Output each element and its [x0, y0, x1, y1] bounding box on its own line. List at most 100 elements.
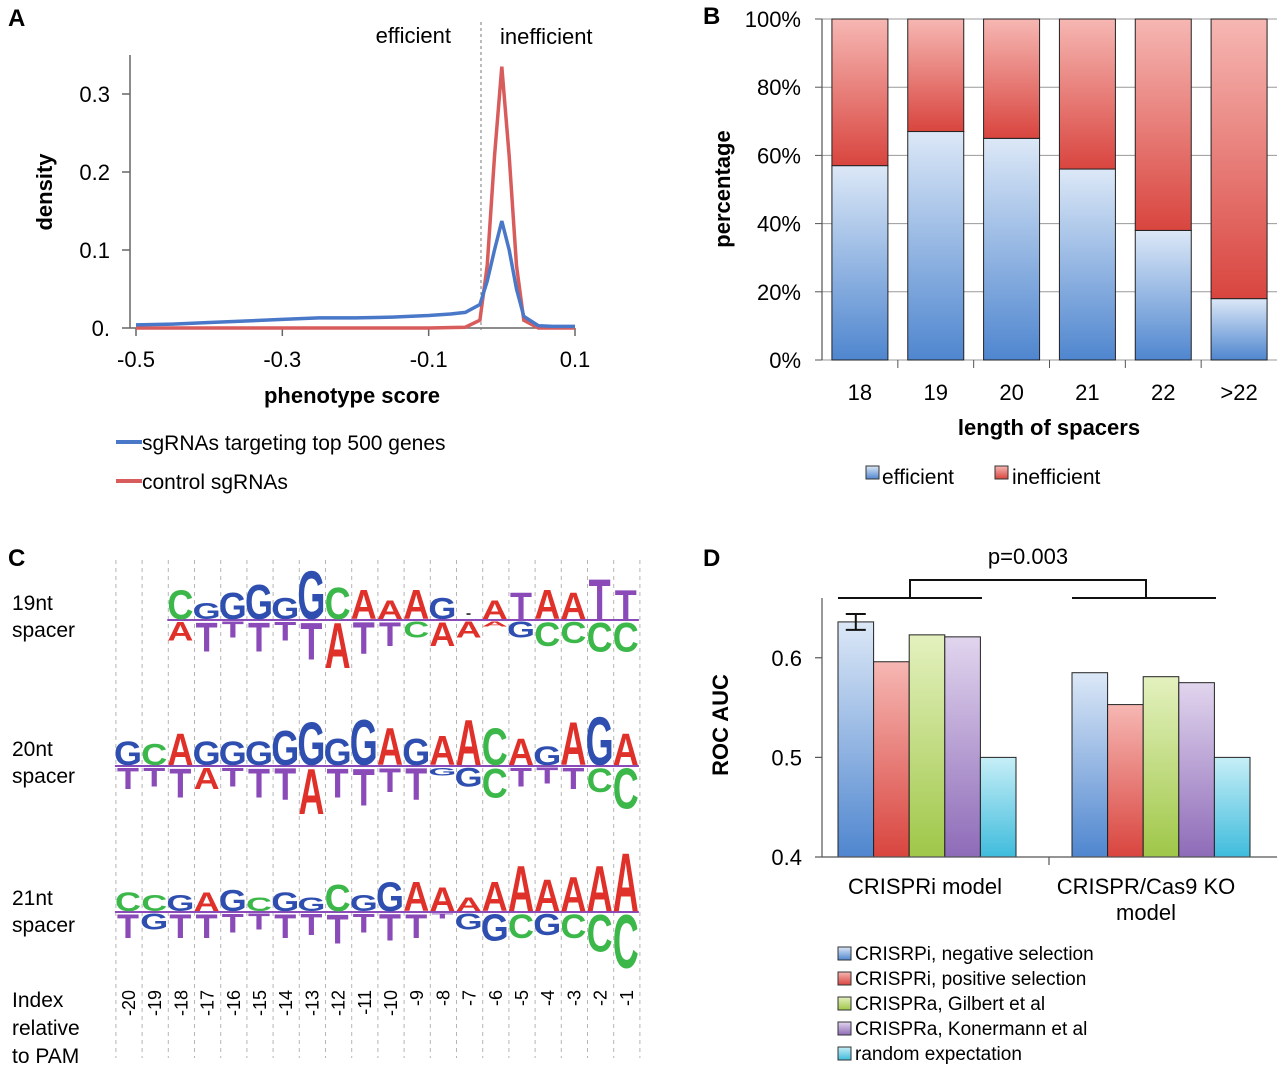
logo-letter-up: G [245, 576, 273, 631]
logo-letter-up: A [587, 854, 613, 926]
logo-letter-up: A [351, 583, 377, 629]
logo-letter-down: A [298, 757, 324, 829]
series-line-control [136, 66, 575, 330]
logo-letter-down: T [379, 616, 402, 654]
logo-letter-down: C [403, 618, 429, 643]
legend-label: CRISRPi, negative selection [855, 944, 1094, 965]
bar-inefficient [831, 18, 889, 167]
logo-letter-up: C [325, 578, 351, 629]
logo-letter-up: C [141, 891, 167, 916]
logo-letter-up: A [167, 724, 193, 775]
logo-letter-up: A [403, 875, 429, 921]
logo-letter-up: G [376, 875, 404, 921]
logo-letter-down: A [429, 616, 455, 654]
panel-a-density-plot: -0.5 -0.3 -0.1 0.1 0. 0.1 0.2 0.3 efficient ine… [32, 22, 593, 494]
logo-letter-up: G [297, 894, 325, 915]
logo-letter-down: T [562, 763, 584, 797]
x-tick-label: >22 [1220, 380, 1257, 405]
row-label-20nt-spacer: spacer [12, 765, 75, 788]
index-label-line3: to PAM [12, 1045, 79, 1068]
index-tick-label: -15 [250, 990, 270, 1016]
logo-letter-up: A [560, 868, 586, 923]
index-tick-label: -9 [407, 990, 427, 1006]
logo-letter-up: G [219, 584, 247, 627]
x-tick-label: 22 [1151, 380, 1175, 405]
legend-label: CRISPRi, positive selection [855, 969, 1086, 990]
index-label-line2: relative [12, 1017, 80, 1040]
legend-swatch [837, 996, 852, 1011]
bar-efficient [983, 137, 1041, 361]
y-tick-label: 0.4 [771, 845, 802, 870]
logo-letter-down: C [560, 617, 586, 651]
index-tick-label: -8 [433, 990, 453, 1006]
logo-letter-down: T [248, 761, 270, 807]
logo-letter-down: T [117, 763, 139, 797]
bar-1 [873, 661, 910, 858]
index-tick-label: -4 [538, 990, 558, 1006]
logo-letter-down: G [455, 910, 483, 935]
legend-swatch [837, 1046, 852, 1061]
logo-letter-down: T [248, 910, 271, 935]
y-tick-label: 80% [757, 75, 801, 100]
y-tick-label: 100% [745, 7, 801, 32]
x-tick-label: 20 [999, 380, 1023, 405]
logo-letter-up: A [429, 881, 455, 919]
logo-letter-down: A [456, 618, 482, 643]
logo-letter-up: A [613, 724, 639, 775]
legend-label-control: control sgRNAs [142, 471, 288, 494]
logo-letter-down: T [536, 764, 559, 789]
legend-label: CRISPRa, Gilbert et al [855, 994, 1045, 1015]
legend-swatch [837, 1021, 852, 1036]
logo-letter-down: T [274, 616, 296, 646]
logo-letter-up: A [482, 875, 508, 921]
logo-letter-down: G [140, 910, 168, 935]
logo-letter-down: T [274, 908, 297, 946]
x-tick-label: 18 [848, 380, 872, 405]
logo-letter-down: C [587, 903, 613, 963]
logo-letter-up: - [466, 605, 471, 622]
index-tick-label: -2 [591, 990, 611, 1006]
panel-d-label: D [703, 545, 720, 572]
index-tick-label: -7 [460, 990, 480, 1006]
logo-letter-up: A [482, 595, 508, 625]
y-tick-label: 0.3 [79, 82, 110, 107]
logo-letter-down: T [353, 908, 375, 938]
logo-letter-up: G [219, 735, 247, 773]
logo-letter-down: T [405, 759, 427, 810]
logo-letter-up: A [456, 894, 482, 915]
bar-inefficient [983, 18, 1041, 139]
logo-letter-up: A [377, 717, 403, 777]
logo-letter-down: A [482, 619, 508, 628]
logo-letter-down: T [327, 907, 349, 953]
row-label-21nt-spacer: spacer [12, 914, 75, 937]
logo-letter-down: T [117, 908, 140, 946]
logo-letter-down: C [613, 899, 639, 985]
legend-swatch-inefficient [994, 465, 1009, 480]
y-tick-label: 40% [757, 212, 801, 237]
x-tick-label: 0.1 [560, 347, 591, 372]
logo-letter-up: A [456, 708, 482, 780]
logo-letter-down: T [510, 762, 532, 792]
bar-efficient [1058, 168, 1116, 361]
legend-label-inefficient: inefficient [1012, 466, 1101, 489]
bar-inefficient [907, 18, 965, 133]
legend-swatch [837, 971, 852, 986]
y-tick-label: 0.2 [79, 160, 110, 185]
logo-letter-down: C [508, 908, 534, 946]
panel-a-label: A [8, 5, 25, 32]
logo-letter-down: T [353, 757, 375, 817]
logo-letter-up: G [193, 599, 221, 624]
logo-letter-up: C [246, 894, 272, 915]
logo-letter-down: T [353, 613, 375, 664]
legend-label: CRISPRa, Konermann et al [855, 1019, 1087, 1040]
index-tick-label: -13 [302, 990, 322, 1016]
panel-d-y-title: ROC AUC [708, 674, 733, 776]
index-tick-label: -18 [171, 990, 191, 1016]
logo-letter-down: C [613, 615, 639, 661]
y-tick-label: 60% [757, 143, 801, 168]
logo-letter-up: C [325, 876, 351, 919]
logo-letter-down: T [222, 762, 244, 792]
logo-letter-down: T [405, 908, 428, 946]
x-tick-label: 19 [924, 380, 948, 405]
